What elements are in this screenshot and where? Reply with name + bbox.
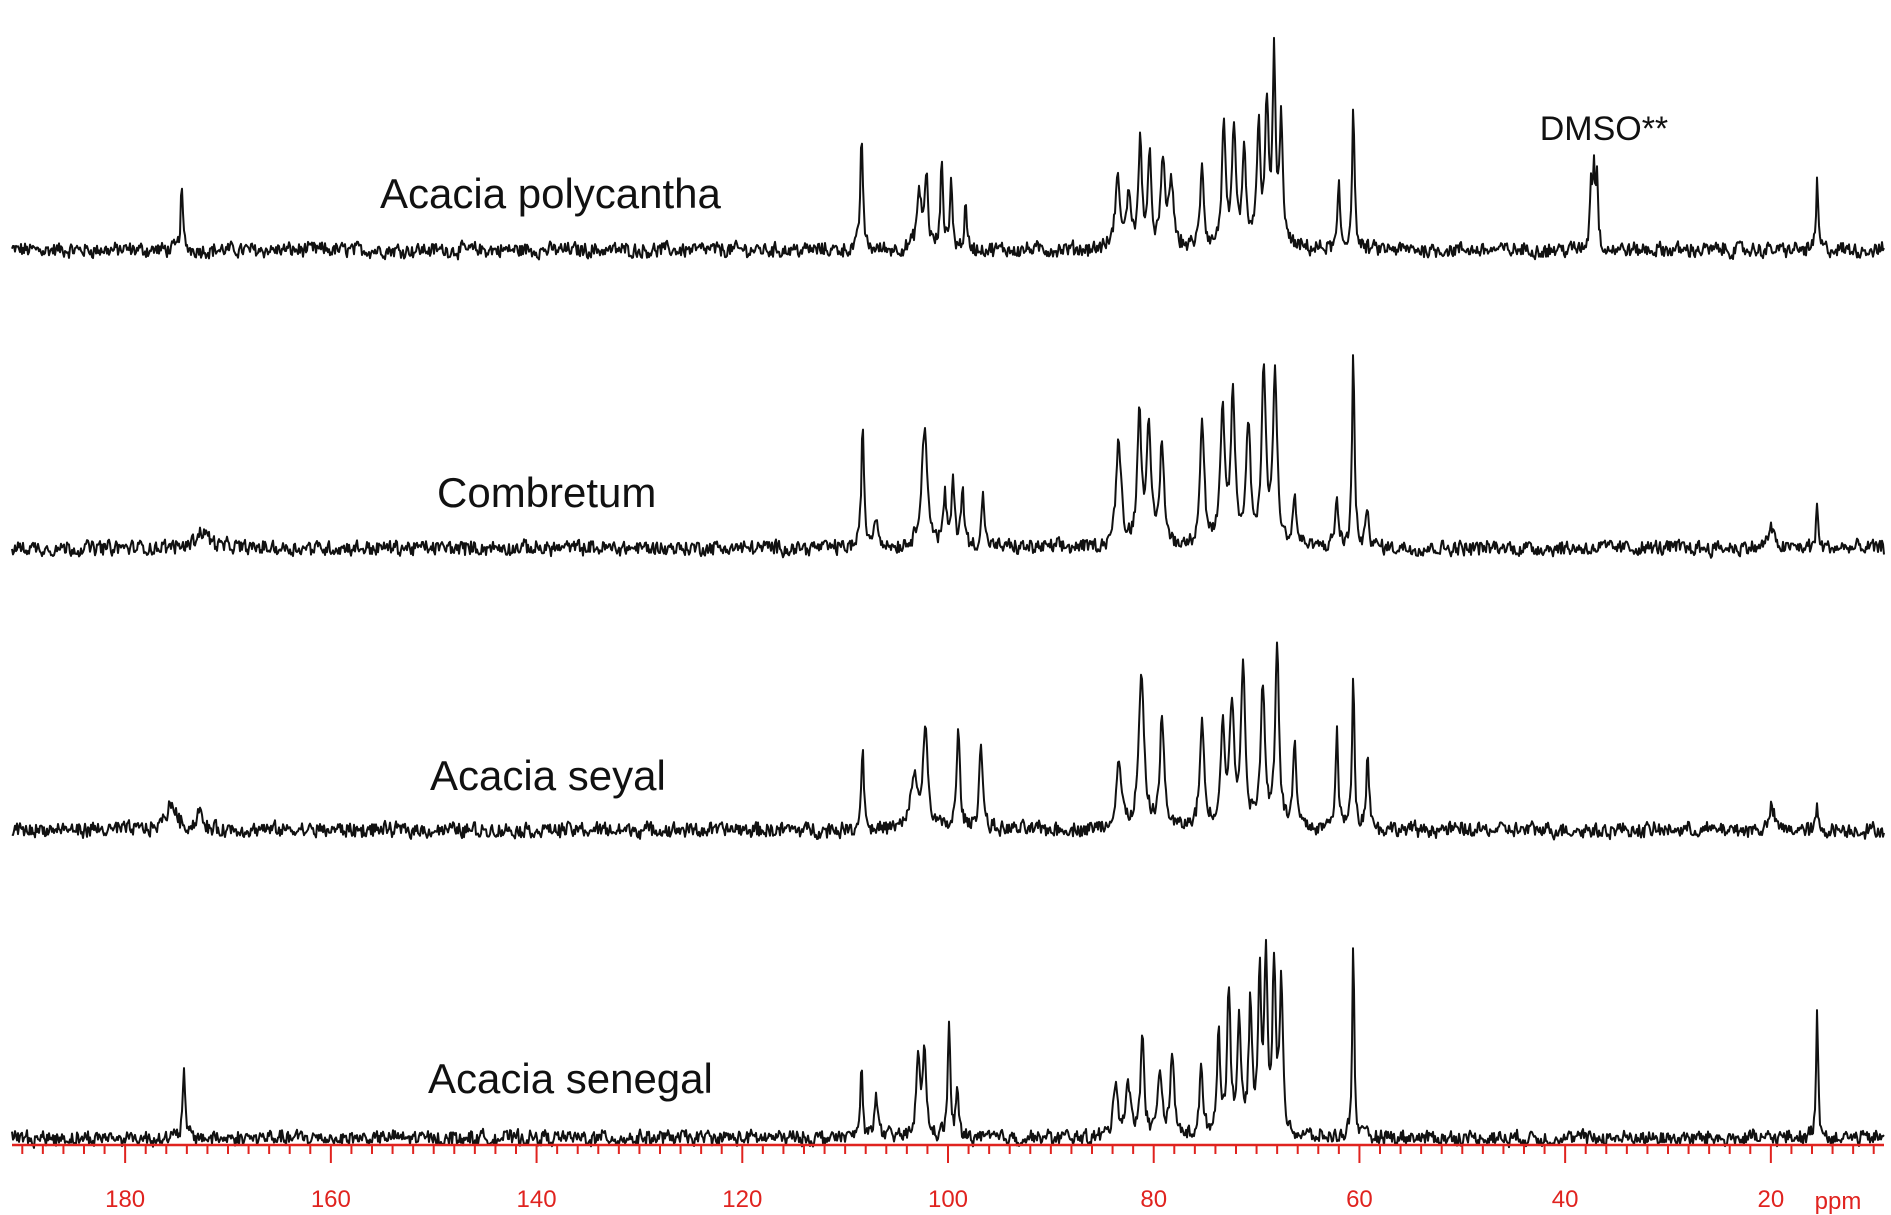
x-axis-unit-label: ppm (1815, 1188, 1862, 1215)
series-label: Acacia polycantha (380, 170, 722, 217)
x-tick-label: 100 (928, 1186, 968, 1213)
x-tick-label: 80 (1140, 1186, 1167, 1213)
series-label: Combretum (437, 469, 656, 516)
spectra-layer (11, 36, 1885, 1149)
annotation-label: DMSO** (1540, 110, 1668, 148)
x-tick-label: 160 (311, 1186, 351, 1213)
spectrum-acacia-polycantha (11, 36, 1885, 261)
x-tick-label: 140 (517, 1186, 557, 1213)
x-tick-label: 180 (105, 1186, 145, 1213)
series-label: Acacia seyal (430, 752, 666, 799)
series-label: Acacia senegal (428, 1055, 713, 1102)
x-tick-label: 40 (1552, 1186, 1579, 1213)
x-tick-label: 20 (1758, 1186, 1785, 1213)
spectrum-acacia-senegal (11, 938, 1885, 1149)
spectrum-combretum (11, 354, 1885, 559)
x-tick-label: 60 (1346, 1186, 1373, 1213)
spectrum-acacia-seyal (11, 641, 1885, 841)
ppm-axis: 180 160 140 120 100 80 60 40 20 ppm (12, 1143, 1884, 1215)
x-tick-label: 120 (722, 1186, 762, 1213)
labels-layer: Acacia polycantha Combretum Acacia seyal Ac… (380, 110, 1668, 1102)
